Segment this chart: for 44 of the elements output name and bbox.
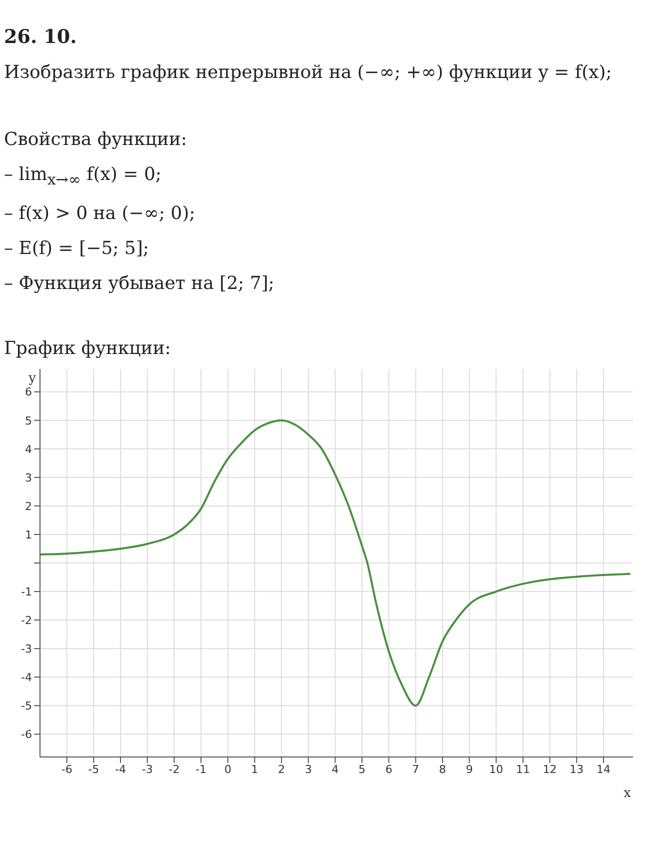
text: Свойства функции: (4, 129, 188, 150)
x-tick-label: -6 (61, 762, 72, 776)
x-tick-label: -2 (168, 762, 180, 776)
text: – lim$_{x→∞}$ f(x) = 0; (4, 164, 162, 189)
x-tick-label: -1 (196, 762, 206, 776)
x-tick-label: 8 (438, 762, 446, 776)
y-axis-title: y (28, 370, 37, 386)
y-tick-label: 6 (25, 385, 32, 398)
y-tick-label: -2 (21, 614, 32, 627)
x-tick-label: 6 (385, 762, 392, 776)
x-tick-label: 5 (358, 762, 366, 776)
line-series (40, 418, 632, 706)
y-tick-label: 1 (25, 528, 32, 541)
x-tick-label: -4 (115, 762, 126, 776)
x-tick-label: 14 (596, 762, 610, 776)
y-tick-label: -3 (21, 642, 32, 656)
y-tick-label: -4 (21, 670, 32, 684)
y-tick-label: 5 (25, 414, 32, 427)
y-tick-label: -1 (21, 585, 32, 598)
x-tick-label: 1 (251, 762, 258, 776)
x-tick-label: 10 (489, 762, 504, 776)
x-tick-label: 4 (332, 762, 339, 776)
text: – E(f) = [−5; 5]; (4, 238, 150, 259)
text: График функции: (4, 338, 172, 359)
y-tick-label: -6 (21, 728, 32, 741)
y-tick-label: 4 (25, 442, 32, 456)
x-tick-label: 9 (466, 762, 473, 776)
x-tick-label: 2 (278, 762, 285, 776)
x-tick-label: 11 (516, 762, 530, 776)
x-tick-label: 13 (570, 762, 584, 776)
x-tick-label: 12 (542, 762, 557, 776)
x-tick-label: 3 (304, 762, 312, 776)
x-axis-title: x (624, 786, 632, 801)
y-tick-label: 2 (25, 499, 32, 512)
text: – f(x) > 0 на (−∞; 0); (4, 202, 196, 224)
chart-title: 26. 10. (3, 25, 78, 48)
x-tick-label: -3 (142, 762, 153, 776)
text: – Функция убывает на [2; 7]; (4, 272, 276, 294)
x-tick-label: 0 (224, 762, 232, 776)
y-tick-label: 3 (25, 470, 32, 484)
x-tick-label: 7 (412, 762, 420, 776)
x-tick-label: -5 (88, 762, 100, 776)
y-tick-label: -5 (21, 699, 32, 712)
text: Изобразить график непрерывной на (−∞; +∞) функции y = f(x); (4, 62, 613, 83)
